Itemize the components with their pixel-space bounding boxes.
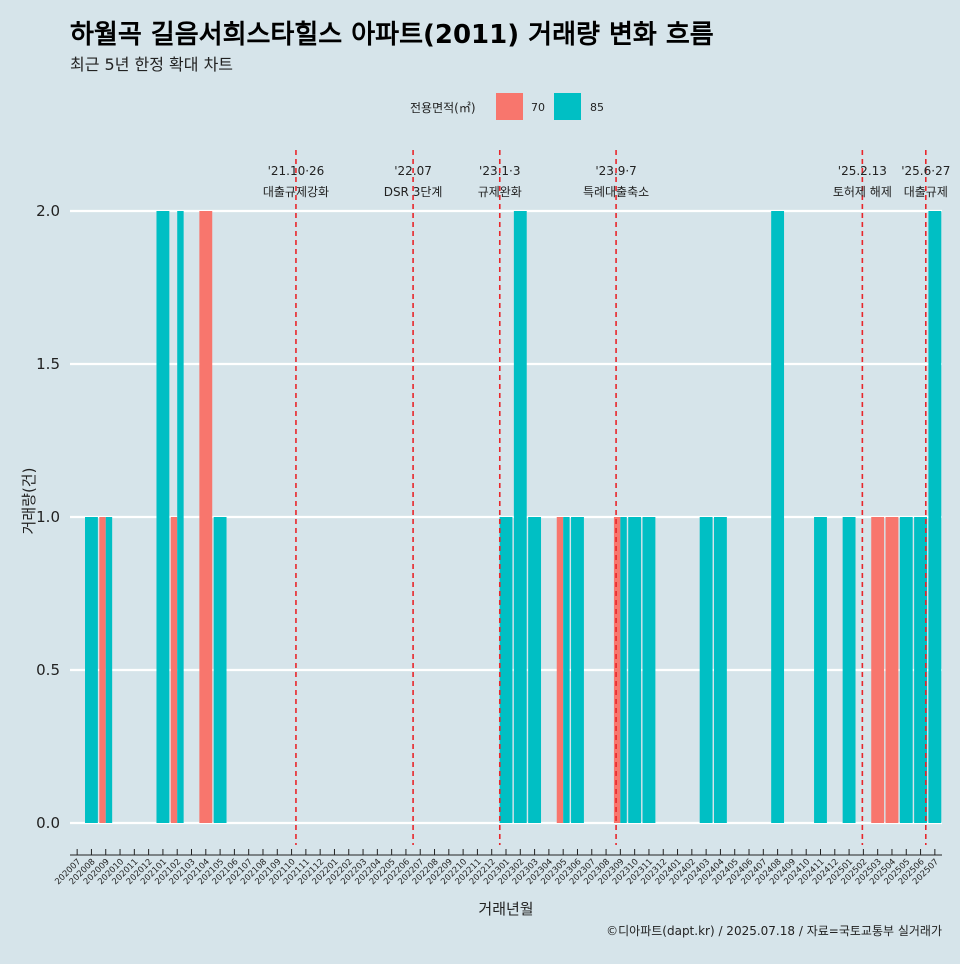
event-date-label: '21.10·26	[268, 164, 325, 178]
legend-swatch-85	[554, 93, 581, 120]
event-date-label: '25.6·27	[901, 164, 950, 178]
y-tick-label: 1.0	[36, 508, 60, 526]
x-axis: 2020072020082020092020102020112020122021…	[53, 849, 942, 887]
bar-85	[699, 517, 713, 823]
y-tick-label: 0.0	[36, 814, 60, 832]
bar-70	[885, 517, 899, 823]
bar-85	[842, 517, 856, 823]
bar-85	[105, 517, 113, 823]
event-date-label: '23.9·7	[595, 164, 636, 178]
chart-subtitle: 최근 5년 한정 확대 차트	[70, 55, 233, 74]
event-name-label: 규제완화	[478, 185, 522, 199]
bar-70	[199, 211, 213, 823]
event-date-label: '25.2.13	[838, 164, 887, 178]
event-date-label: '23.1·3	[479, 164, 520, 178]
chart-title: 하월곡 길음서희스타힐스 아파트(2011) 거래량 변화 흐름	[70, 20, 714, 50]
bar-85	[628, 517, 642, 823]
bar-85	[499, 517, 513, 823]
bar-85	[713, 517, 727, 823]
y-tick-label: 0.5	[36, 661, 60, 679]
bar-70	[613, 517, 621, 823]
event-annotations: '21.10·26 대출규제강화 '22.07 DSR 3단계 '23.1·3 규제완화 '…	[263, 150, 950, 845]
bar-70	[99, 517, 106, 823]
bar-85	[213, 517, 227, 823]
event-name-label: 대출규제	[904, 185, 948, 199]
event-name-label: 대출규제강화	[263, 185, 329, 199]
y-axis-title: 거래량(건)	[20, 468, 38, 535]
bar-85	[914, 517, 927, 823]
bar-85	[642, 517, 656, 823]
bar-85	[571, 517, 584, 823]
bar-85	[899, 517, 913, 823]
event-name-label: 토허제 해제	[833, 185, 892, 199]
legend-swatch-70	[496, 93, 523, 120]
bar-85	[563, 517, 570, 823]
event-name-label: 특례대출축소	[583, 185, 649, 199]
bar-85	[814, 517, 827, 823]
event-name-label: DSR 3단계	[384, 185, 443, 199]
bar-85	[620, 517, 627, 823]
bar-85	[771, 211, 785, 823]
y-tick-label: 2.0	[36, 202, 60, 220]
bar-85	[177, 211, 184, 823]
bar-85	[528, 517, 542, 823]
bar-85	[85, 517, 98, 823]
bars	[85, 211, 942, 823]
legend-label-70: 70	[531, 101, 545, 114]
bar-70	[556, 517, 564, 823]
bar-85	[513, 211, 527, 823]
bar-85	[156, 211, 170, 823]
bar-70	[170, 517, 178, 823]
y-tick-label: 1.5	[36, 355, 60, 373]
x-axis-title: 거래년월	[478, 900, 533, 918]
bar-85	[928, 211, 942, 823]
chart-caption: ©디아파트(dapt.kr) / 2025.07.18 / 자료=국토교통부 실…	[606, 924, 942, 938]
event-date-label: '22.07	[394, 164, 432, 178]
bar-70	[871, 517, 885, 823]
legend: 전용면적(㎡) 70 85	[410, 93, 604, 120]
legend-title: 전용면적(㎡)	[410, 101, 476, 115]
legend-label-85: 85	[590, 101, 604, 114]
y-axis-ticks: 0.0 0.5 1.0 1.5 2.0	[36, 202, 60, 832]
